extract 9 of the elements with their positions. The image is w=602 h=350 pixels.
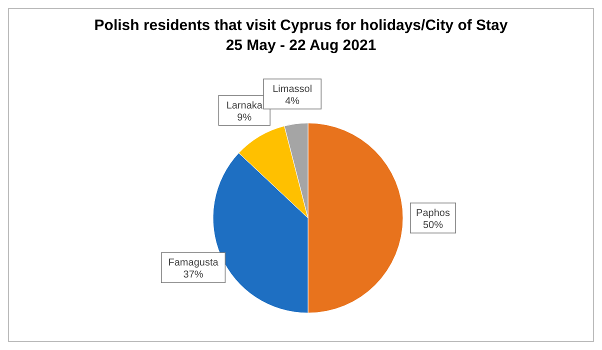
slice-label: Famagusta bbox=[168, 258, 219, 269]
data-label: 37% bbox=[183, 270, 204, 281]
slice-label: Paphos bbox=[416, 208, 450, 219]
slice-label: Larnaka bbox=[226, 100, 263, 112]
slice-label: Limassol bbox=[272, 84, 312, 95]
data-label: 50% bbox=[422, 220, 444, 231]
chart-title: Polish residents that visit Cyprus for holidays/City of Stay 25 May - 22 Aug 2021 bbox=[94, 17, 508, 54]
data-label: 4% bbox=[285, 96, 300, 107]
data-label: 9% bbox=[237, 112, 252, 124]
